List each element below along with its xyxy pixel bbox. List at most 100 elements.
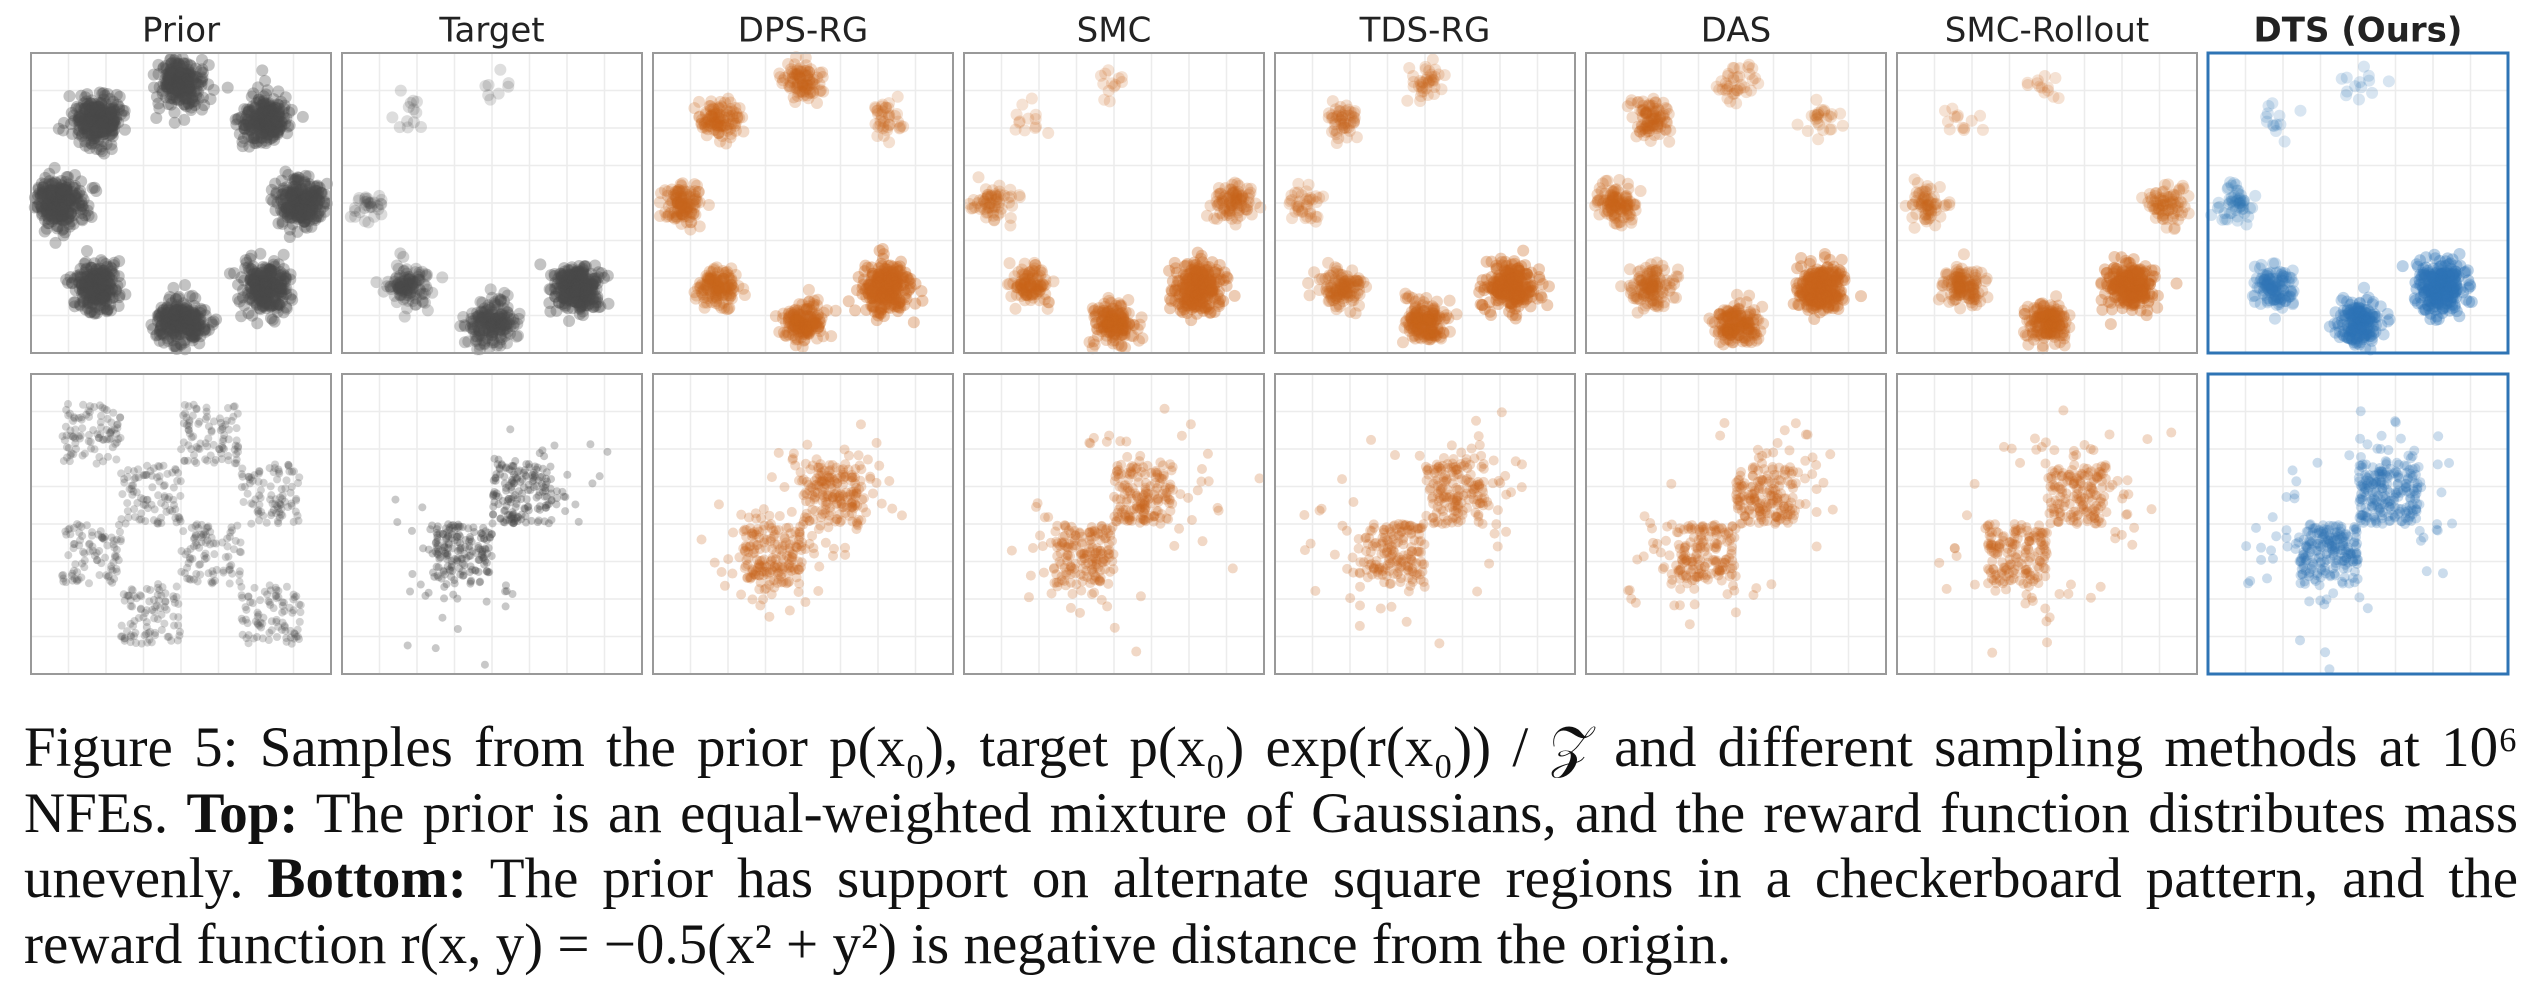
sample-point <box>802 439 813 450</box>
sample-point <box>126 602 135 611</box>
sample-point <box>207 83 220 96</box>
sample-point <box>159 59 172 72</box>
sample-point <box>286 197 299 210</box>
sample-point <box>170 91 183 104</box>
sample-point <box>176 477 185 486</box>
sample-point <box>727 568 738 579</box>
sample-point <box>394 84 407 97</box>
sample-point <box>171 79 184 92</box>
sample-point <box>174 82 187 95</box>
sample-point <box>736 111 749 124</box>
sample-point <box>532 493 541 502</box>
sample-point <box>174 67 187 80</box>
sample-point <box>293 188 306 201</box>
sample-point <box>291 175 304 188</box>
sample-point <box>299 193 312 206</box>
sample-point <box>249 102 262 115</box>
sample-point <box>175 72 188 85</box>
sample-point <box>172 69 185 82</box>
sample-point <box>586 440 595 449</box>
sample-point <box>174 78 187 91</box>
sample-point <box>268 111 281 124</box>
sample-point <box>257 98 270 111</box>
sample-point <box>232 424 241 433</box>
sample-point <box>256 493 265 502</box>
sample-point <box>295 617 304 626</box>
sample-point <box>249 120 262 133</box>
sample-point <box>178 73 191 86</box>
sample-point <box>162 82 175 95</box>
sample-point <box>178 92 191 105</box>
sample-point <box>262 110 275 123</box>
sample-point <box>263 119 276 132</box>
sample-point <box>165 72 178 85</box>
sample-point <box>288 204 301 217</box>
sample-point <box>229 402 238 411</box>
sample-point <box>247 275 260 288</box>
sample-point <box>249 108 262 121</box>
panel <box>341 52 643 356</box>
sample-point <box>163 65 176 78</box>
sample-point <box>287 173 300 186</box>
sample-point <box>241 103 254 116</box>
sample-point <box>230 445 239 454</box>
sample-point <box>299 207 312 220</box>
sample-point <box>302 208 315 221</box>
sample-point <box>252 93 265 106</box>
sample-point <box>698 284 711 297</box>
sample-point <box>163 70 176 83</box>
sample-point <box>273 110 286 123</box>
sample-point <box>397 250 410 263</box>
sample-point <box>265 104 278 117</box>
sample-point <box>235 570 244 579</box>
sample-point <box>277 268 290 281</box>
sample-point <box>150 90 163 103</box>
sample-point <box>233 409 242 418</box>
sample-point <box>97 559 106 568</box>
sample-point <box>149 595 158 604</box>
sample-point <box>118 109 131 122</box>
sample-point <box>271 126 284 139</box>
sample-point <box>98 435 107 444</box>
sample-point <box>173 71 186 84</box>
sample-point <box>257 96 270 109</box>
sample-point <box>221 81 234 94</box>
sample-point <box>259 118 272 131</box>
sample-point <box>80 244 93 257</box>
sample-point <box>251 111 264 124</box>
sample-point <box>167 65 180 78</box>
sample-point <box>261 120 274 133</box>
sample-point <box>393 518 402 527</box>
sample-point <box>177 69 190 82</box>
sample-point <box>263 590 272 599</box>
sample-point <box>248 121 261 134</box>
sample-point <box>436 271 449 284</box>
sample-point <box>152 58 165 71</box>
sample-point <box>273 102 286 115</box>
sample-point <box>176 67 189 80</box>
sample-point <box>271 98 284 111</box>
sample-point <box>181 73 194 86</box>
sample-point <box>260 121 273 134</box>
sample-point <box>294 183 307 196</box>
sample-point <box>533 518 542 527</box>
sample-point <box>260 105 273 118</box>
sample-point <box>167 88 180 101</box>
sample-point <box>183 82 196 95</box>
sample-point <box>280 112 293 125</box>
sample-point <box>164 632 173 641</box>
sample-point <box>438 613 447 622</box>
sample-point <box>266 131 279 144</box>
sample-point <box>264 122 277 135</box>
sample-point <box>258 111 271 124</box>
sample-point <box>169 592 178 601</box>
sample-point <box>165 52 178 65</box>
sample-point <box>540 492 549 501</box>
sample-point <box>164 66 177 79</box>
sample-point <box>274 119 287 132</box>
sample-point <box>264 636 273 645</box>
sample-point <box>247 519 256 528</box>
sample-point <box>685 205 698 218</box>
sample-point <box>185 60 198 73</box>
sample-point <box>185 69 198 82</box>
